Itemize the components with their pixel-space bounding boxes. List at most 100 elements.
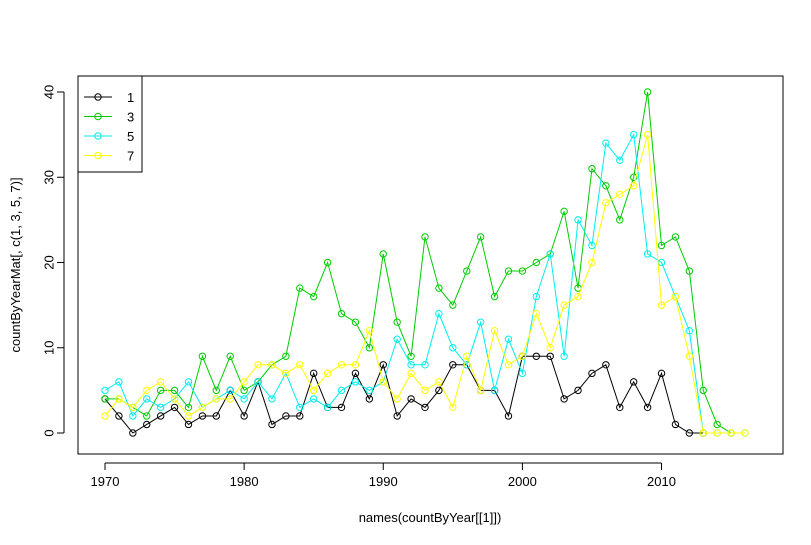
- data-point: [337, 386, 346, 395]
- data-point: [309, 386, 318, 395]
- data-point: [546, 250, 554, 258]
- series-3: [101, 88, 735, 437]
- data-point: [504, 412, 513, 420]
- data-point: [476, 318, 485, 326]
- data-point: [254, 378, 262, 386]
- data-point: [546, 352, 554, 360]
- data-point: [309, 292, 318, 301]
- data-point: [365, 395, 374, 403]
- data-point: [393, 395, 401, 403]
- data-point: [296, 403, 304, 412]
- data-point: [407, 395, 415, 403]
- data-point: [560, 395, 568, 403]
- data-point: [240, 412, 248, 420]
- legend-item-7: 7: [84, 149, 134, 164]
- data-point: [143, 412, 151, 420]
- data-point: [532, 292, 541, 301]
- y-tick-label: 30: [41, 170, 56, 184]
- legend: 1 3 5 7: [77, 75, 143, 173]
- data-point: [504, 267, 513, 275]
- legend-marker: [94, 132, 102, 140]
- data-point: [254, 361, 262, 369]
- legend-item-3: 3: [84, 110, 134, 125]
- x-tick-label: 2010: [647, 474, 676, 489]
- data-point: [435, 284, 443, 292]
- data-point: [212, 395, 221, 403]
- data-point: [407, 352, 415, 360]
- series-line: [104, 133, 745, 434]
- data-point: [504, 361, 513, 369]
- data-point: [699, 386, 707, 395]
- data-point: [532, 258, 541, 267]
- data-point: [351, 378, 360, 386]
- data-point: [282, 352, 290, 360]
- data-point: [101, 395, 109, 403]
- data-point: [532, 309, 541, 318]
- data-point: [226, 395, 234, 403]
- data-point: [588, 369, 596, 378]
- data-point: [741, 429, 749, 437]
- data-point: [518, 352, 527, 360]
- data-point: [616, 216, 624, 224]
- data-point: [170, 403, 179, 412]
- data-point: [226, 352, 234, 360]
- data-point: [393, 318, 401, 326]
- data-point: [490, 386, 499, 395]
- data-point: [643, 130, 652, 139]
- data-point: [421, 403, 429, 412]
- x-tick-label: 2000: [508, 474, 537, 489]
- data-point: [337, 361, 346, 369]
- data-point: [685, 267, 694, 275]
- data-point: [282, 412, 290, 420]
- y-tick-label: 10: [41, 341, 56, 355]
- data-point: [323, 403, 332, 412]
- data-point: [560, 301, 568, 309]
- data-point: [435, 386, 443, 395]
- data-point: [421, 233, 429, 241]
- data-point: [532, 352, 541, 360]
- data-point: [421, 361, 429, 369]
- data-point: [560, 352, 568, 360]
- data-point: [699, 429, 707, 437]
- data-point: [657, 241, 666, 250]
- data-point: [643, 403, 652, 412]
- data-point: [156, 403, 165, 412]
- data-point: [643, 250, 652, 258]
- data-point: [240, 378, 248, 386]
- data-point: [490, 327, 499, 335]
- data-point: [184, 420, 193, 429]
- x-axis-title: names(countByYear[[1]]): [359, 510, 502, 525]
- data-point: [115, 412, 123, 420]
- axis-layer: 1970 1980 1990 2000 2010 0 10 20 30 40: [41, 85, 676, 489]
- data-point: [282, 369, 290, 378]
- data-point: [129, 412, 137, 420]
- data-point: [170, 386, 179, 395]
- data-point: [351, 318, 360, 326]
- data-point: [685, 327, 694, 335]
- data-point: [463, 267, 471, 275]
- data-point: [143, 386, 151, 395]
- data-point: [518, 267, 527, 275]
- data-point: [226, 386, 234, 395]
- data-point: [476, 233, 485, 241]
- data-point: [156, 378, 165, 386]
- data-point: [170, 395, 179, 403]
- data-point: [296, 412, 304, 420]
- data-point: [393, 412, 401, 420]
- data-point: [101, 386, 109, 395]
- data-point: [198, 352, 207, 360]
- data-point: [379, 361, 387, 369]
- series-layer: [101, 88, 749, 437]
- data-point: [115, 395, 123, 403]
- data-point: [365, 344, 374, 352]
- data-point: [435, 378, 443, 386]
- series-line: [104, 134, 745, 434]
- data-point: [588, 258, 596, 267]
- data-point: [268, 420, 276, 429]
- data-point: [351, 361, 360, 369]
- data-point: [421, 386, 429, 395]
- data-point: [240, 386, 248, 395]
- data-point: [657, 369, 666, 378]
- data-point: [184, 412, 193, 420]
- data-point: [379, 378, 387, 386]
